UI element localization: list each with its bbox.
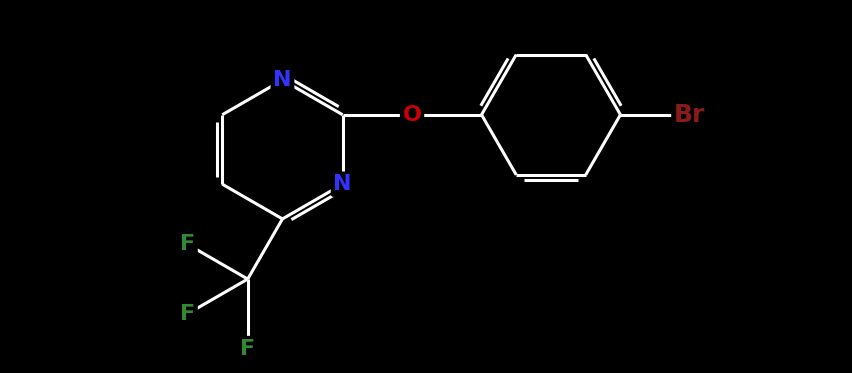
Text: Br: Br (674, 103, 705, 127)
Text: F: F (240, 339, 256, 358)
Text: O: O (402, 105, 422, 125)
Text: N: N (273, 70, 291, 90)
Text: F: F (180, 304, 195, 324)
Text: N: N (333, 174, 352, 194)
Text: F: F (180, 234, 195, 254)
